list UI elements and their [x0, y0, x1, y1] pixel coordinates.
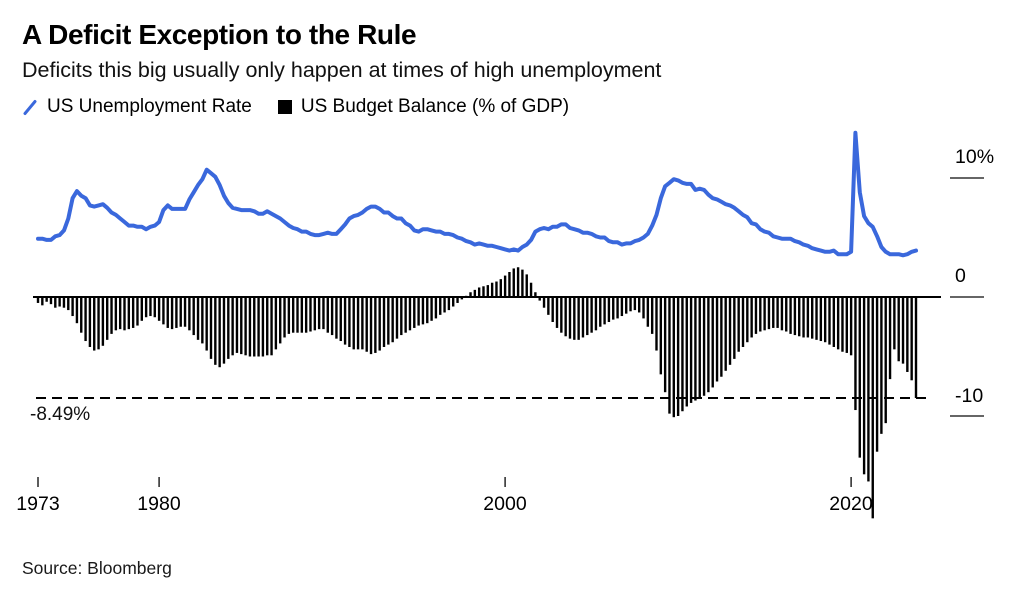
- y-tick-label-neg10: -10: [955, 385, 984, 407]
- source-note: Source: Bloomberg: [22, 558, 172, 578]
- chart-subtitle: Deficits this big usually only happen at…: [22, 58, 662, 82]
- legend-item-budget: US Budget Balance (% of GDP): [277, 96, 570, 118]
- page-title: A Deficit Exception to the Rule: [22, 19, 417, 50]
- legend-label-budget: US Budget Balance (% of GDP): [300, 96, 570, 117]
- x-tick-label-2000: 2000: [483, 493, 527, 515]
- x-tick-label-1980: 1980: [137, 493, 181, 515]
- x-tick-label-2020: 2020: [829, 493, 873, 515]
- y-tick-label-10pct: 10%: [955, 146, 995, 168]
- reference-line-label: -8.49%: [30, 404, 91, 425]
- legend-item-unemployment: US Unemployment Rate: [22, 96, 252, 118]
- legend: US Unemployment Rate US Budget Balance (…: [22, 96, 569, 118]
- x-tick-label-1973: 1973: [16, 493, 60, 515]
- y-tick-label-0: 0: [955, 265, 966, 287]
- square-icon: [277, 100, 292, 114]
- legend-label-unemployment: US Unemployment Rate: [47, 96, 252, 117]
- line-slash-icon: [22, 99, 38, 116]
